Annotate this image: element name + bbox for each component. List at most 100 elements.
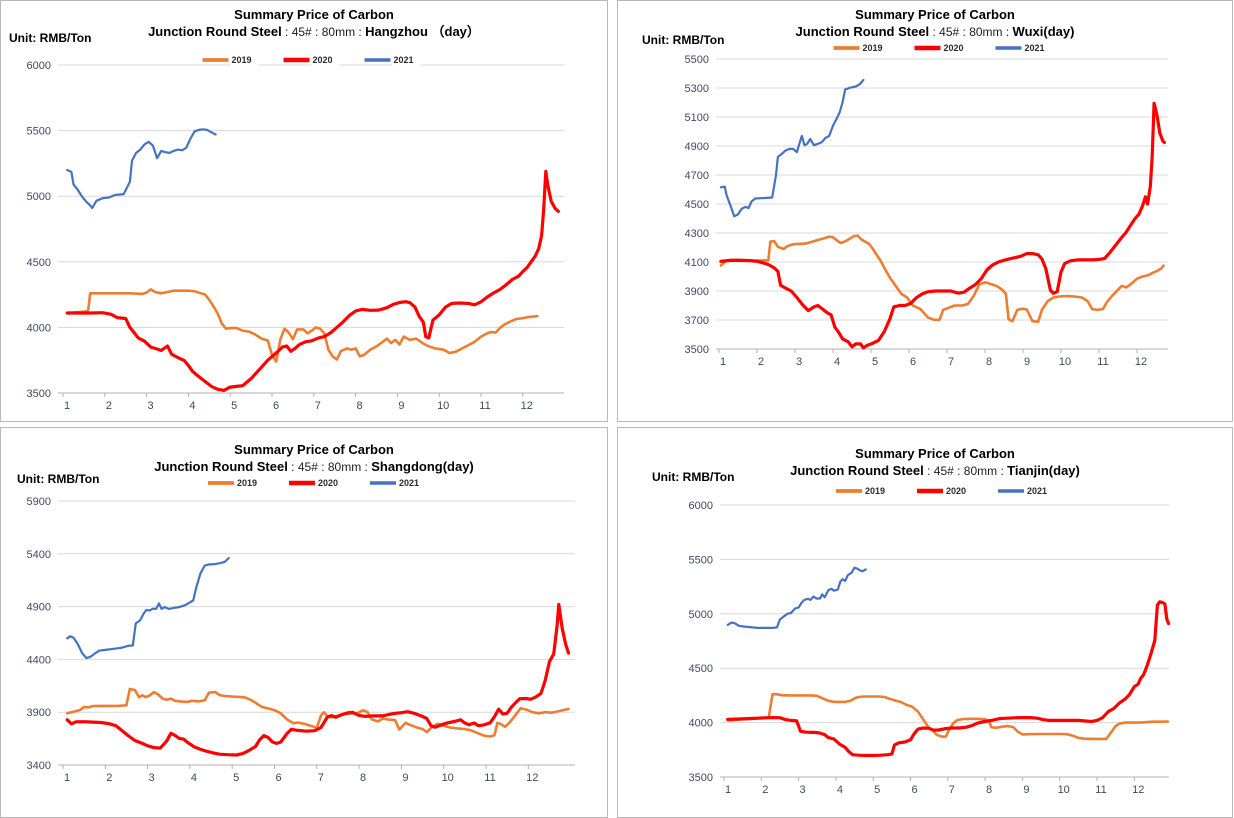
y-tick-label: 4900 <box>27 602 51 614</box>
chart-title-line1: Summary Price of Carbon <box>855 446 1015 461</box>
x-tick-label: 12 <box>1132 784 1144 796</box>
legend-label-2021: 2021 <box>394 55 414 65</box>
x-tick-label: 2 <box>106 772 112 784</box>
chart-title-spec: : 45# : 80mm : <box>923 463 1008 478</box>
x-tick-label: 10 <box>1059 356 1071 368</box>
y-tick-label: 4700 <box>685 170 709 182</box>
x-tick-label: 3 <box>149 772 155 784</box>
x-tick-label: 7 <box>318 772 324 784</box>
x-tick-label: 11 <box>1095 784 1106 796</box>
x-tick-label: 6 <box>275 772 281 784</box>
y-tick-label: 3500 <box>27 388 51 400</box>
chart-title-line1: Summary Price of Carbon <box>234 7 394 22</box>
chart-title-line2: Junction Round Steel : 45# : 80mm : Tian… <box>663 463 1207 480</box>
x-tick-label: 7 <box>949 784 955 796</box>
y-tick-label: 3700 <box>685 315 709 327</box>
chart-panel-hangzhou: Unit: RMB/Ton Summary Price of Carbon Ju… <box>0 0 608 422</box>
series-line-2019 <box>65 288 539 363</box>
x-tick-label: 10 <box>437 400 449 412</box>
legend-label-2021: 2021 <box>1027 486 1047 496</box>
legend-label-2019: 2019 <box>232 55 252 65</box>
legend-label-bg <box>230 53 259 66</box>
series-line-2019 <box>65 687 570 738</box>
x-tick-label: 10 <box>442 772 454 784</box>
legend-label-2019: 2019 <box>237 478 257 488</box>
series-line-2020 <box>65 602 571 757</box>
legend-label-2019: 2019 <box>865 486 885 496</box>
x-tick-label: 7 <box>315 400 321 412</box>
y-tick-label: 4000 <box>27 322 51 334</box>
x-tick-label: 12 <box>521 400 533 412</box>
legend-label-bg <box>398 476 426 489</box>
x-tick-label: 3 <box>800 784 806 796</box>
x-tick-label: 12 <box>1135 356 1147 368</box>
legend-label-2020: 2020 <box>944 43 964 53</box>
y-tick-label: 4500 <box>27 257 51 269</box>
legend-label-2020: 2020 <box>313 55 333 65</box>
chart-title-spec: : 45# : 80mm : <box>281 24 366 39</box>
chart-title-spec: : 45# : 80mm : <box>287 459 372 474</box>
y-tick-label: 5000 <box>27 191 51 203</box>
legend-label-bg <box>1026 484 1054 497</box>
chart-title: Summary Price of Carbon Junction Round S… <box>663 7 1207 41</box>
legend-label-2020: 2020 <box>946 486 966 496</box>
x-tick-label: 11 <box>479 400 490 412</box>
y-tick-label: 4400 <box>27 654 51 666</box>
series-line-2019 <box>726 692 1170 741</box>
series-line-2021 <box>719 78 865 218</box>
y-tick-label: 3400 <box>27 760 51 772</box>
x-tick-label: 4 <box>191 772 197 784</box>
chart-title-line2: Junction Round Steel : 45# : 80mm : Hang… <box>46 24 582 41</box>
x-tick-label: 6 <box>911 784 917 796</box>
y-tick-label: 4300 <box>685 228 709 240</box>
x-tick-label: 5 <box>233 772 239 784</box>
y-tick-label: 3500 <box>689 772 713 784</box>
chart-title: Summary Price of Carbon Junction Round S… <box>46 7 582 41</box>
x-tick-label: 11 <box>1097 356 1108 368</box>
chart-title-line1: Summary Price of Carbon <box>855 7 1015 22</box>
chart-panel-shangdong: Unit: RMB/Ton Summary Price of Carbon Ju… <box>0 427 608 818</box>
x-tick-label: 1 <box>64 400 70 412</box>
chart-canvas-wuxi: 3500 3700 3900 4100 4300 4500 4700 4900 5100 5300… <box>685 41 1168 368</box>
x-tick-label: 7 <box>948 356 954 368</box>
x-tick-label: 8 <box>986 356 992 368</box>
y-tick-label: 5300 <box>685 83 709 95</box>
y-tick-label: 4500 <box>689 663 713 675</box>
series-line-2021 <box>66 556 230 660</box>
y-tick-label: 6000 <box>689 500 713 512</box>
legend-label-bg <box>317 476 345 489</box>
chart-title-city: Hangzhou （day） <box>365 23 480 39</box>
unit-label: Unit: RMB/Ton <box>642 33 725 47</box>
x-tick-label: 4 <box>189 400 195 412</box>
x-tick-label: 1 <box>725 784 731 796</box>
legend-label-2020: 2020 <box>318 478 338 488</box>
series-line-2021 <box>66 128 217 210</box>
x-tick-label: 4 <box>837 784 843 796</box>
chart-legend: 2019 2020 2021 <box>202 53 421 66</box>
chart-legend: 2019 2020 2021 <box>836 484 1054 497</box>
y-tick-label: 4100 <box>685 257 709 269</box>
chart-title-product: Junction Round Steel <box>154 458 288 474</box>
chart-title-product: Junction Round Steel <box>790 462 924 478</box>
unit-label: Unit: RMB/Ton <box>17 472 100 486</box>
x-tick-label: 5 <box>874 784 880 796</box>
legend-label-2021: 2021 <box>1025 43 1045 53</box>
y-tick-label: 6000 <box>27 60 51 72</box>
chart-panel-wuxi: Unit: RMB/Ton Summary Price of Carbon Ju… <box>617 0 1233 422</box>
y-tick-label: 3900 <box>27 707 51 719</box>
legend-label-bg <box>1023 41 1052 54</box>
x-tick-label: 8 <box>357 400 363 412</box>
series-line-2020 <box>726 600 1171 758</box>
x-tick-label: 1 <box>64 772 70 784</box>
x-tick-label: 9 <box>398 400 404 412</box>
x-tick-label: 8 <box>360 772 366 784</box>
unit-label: Unit: RMB/Ton <box>652 470 735 484</box>
legend-label-2019: 2019 <box>863 43 883 53</box>
series-line-2020 <box>65 169 560 392</box>
series-line-2019 <box>719 234 1165 323</box>
chart-title-city: Shangdong(day) <box>371 458 474 474</box>
chart-title-line1: Summary Price of Carbon <box>234 442 394 457</box>
